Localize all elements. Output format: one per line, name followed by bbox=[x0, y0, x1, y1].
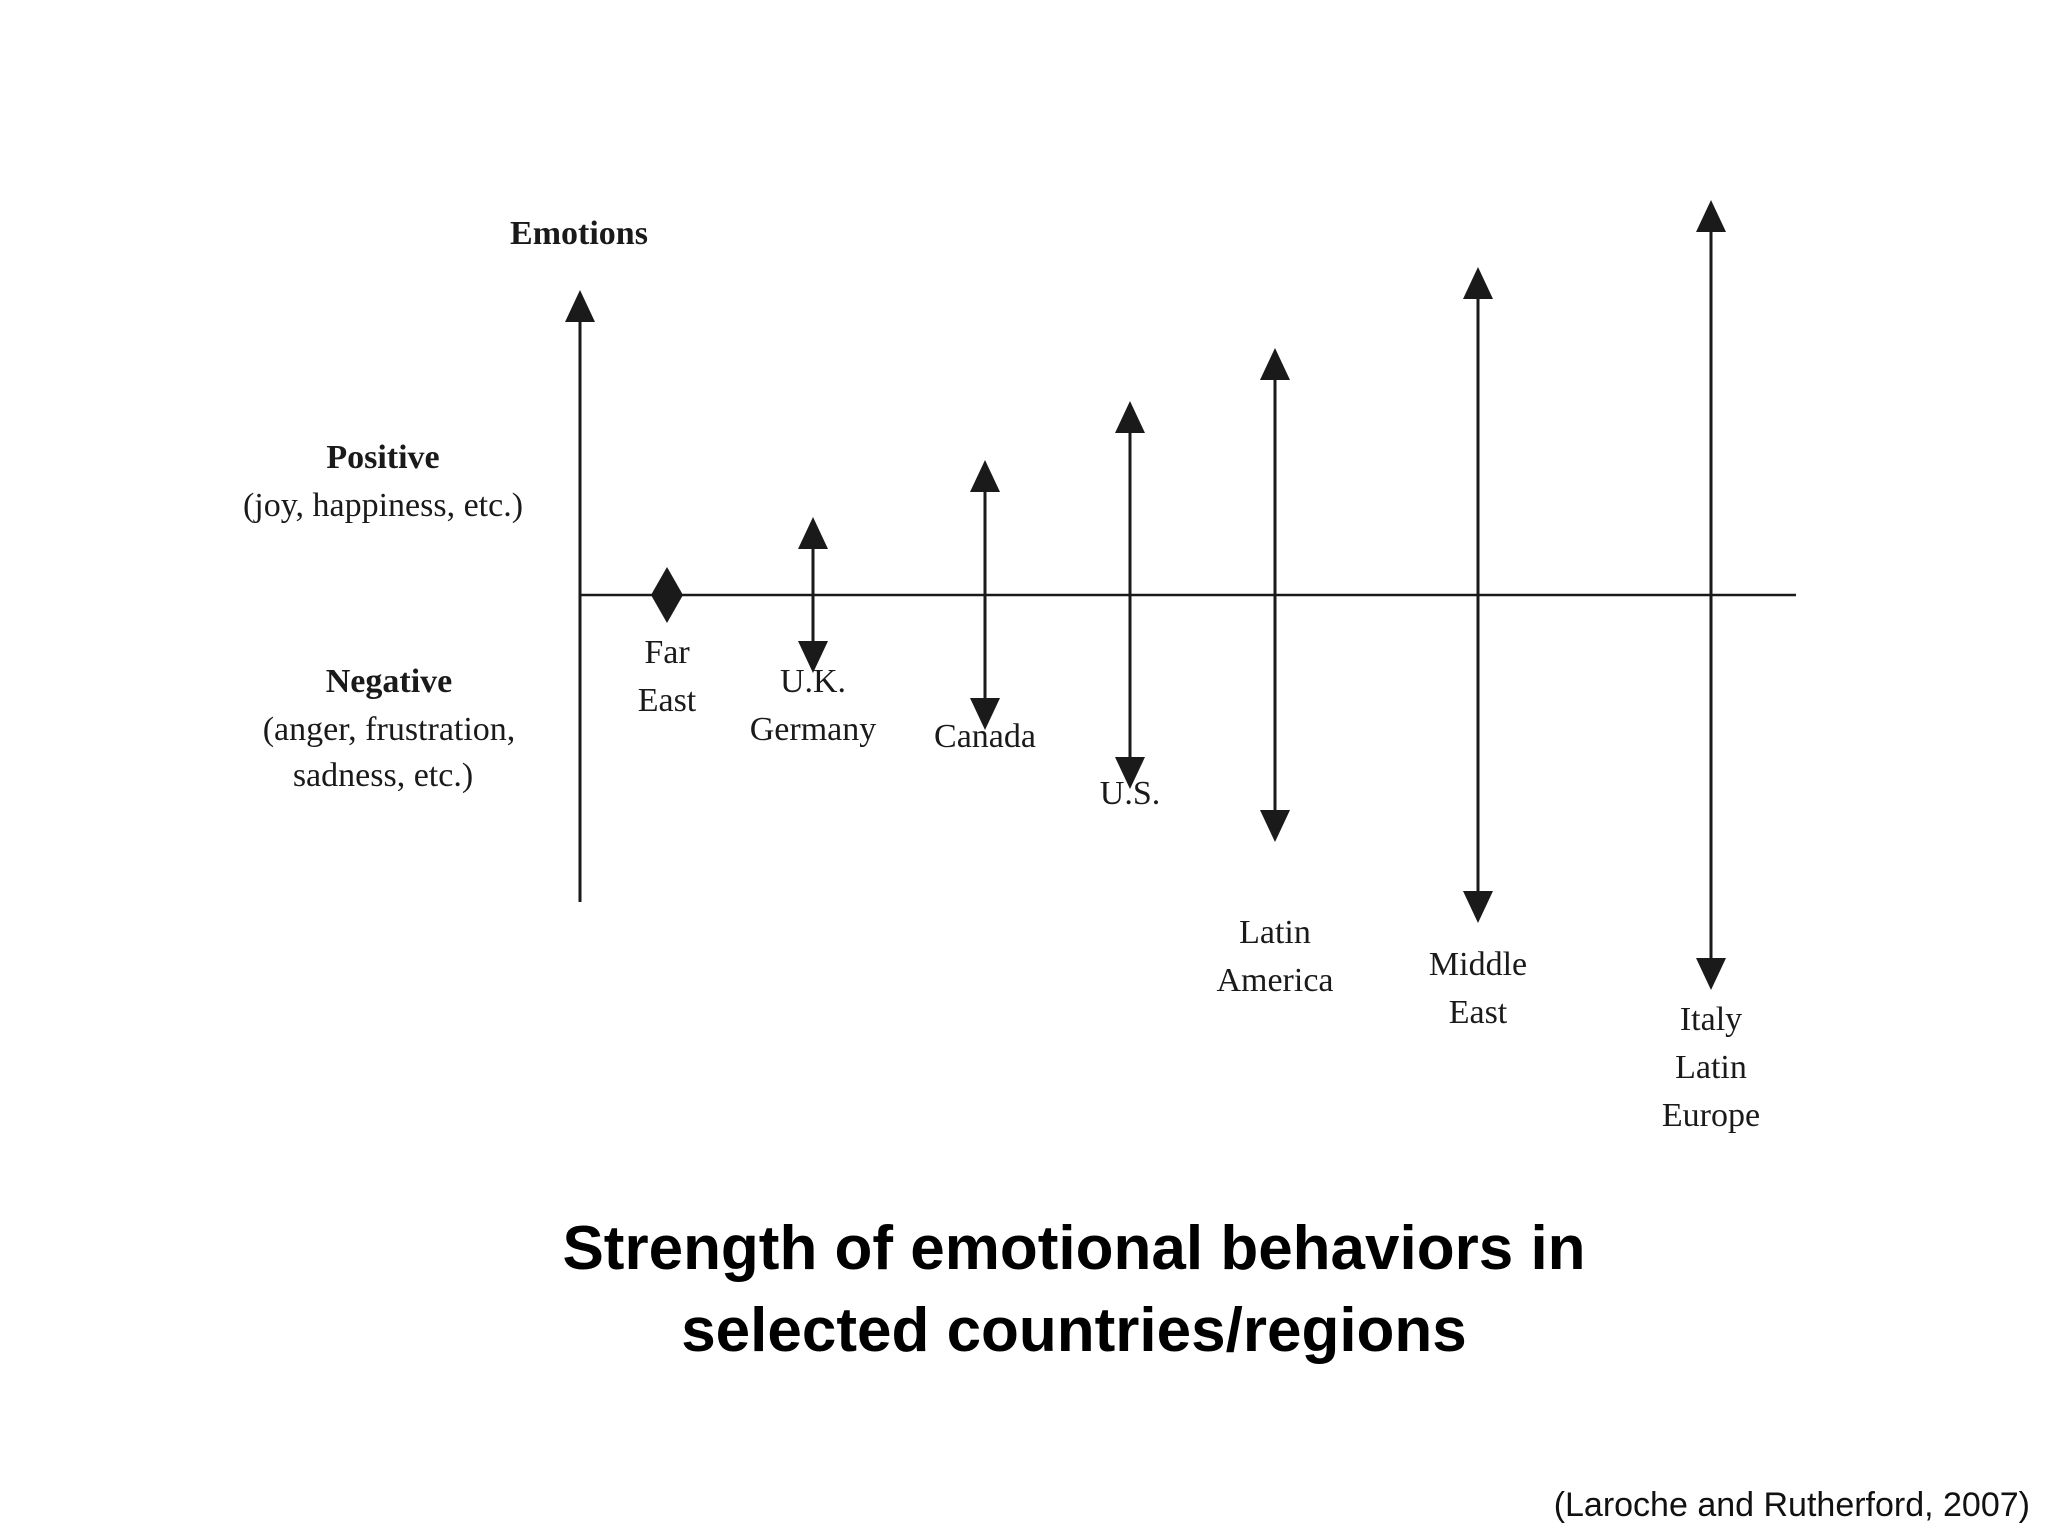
y-axis-title: Emotions bbox=[510, 215, 648, 252]
negative-examples-line: sadness, etc.) bbox=[293, 757, 473, 794]
emotion-strength-diagram: Emotions Positive (joy, happiness, etc.)… bbox=[243, 200, 1796, 1134]
negative-examples-line: (anger, frustration, bbox=[263, 711, 516, 748]
region-marker: U.K. Germany bbox=[750, 517, 877, 748]
region-label: Italy bbox=[1680, 1001, 1742, 1038]
diamond-marker bbox=[651, 567, 683, 623]
arrow-down-head bbox=[798, 641, 828, 673]
arrow-down-head bbox=[1260, 810, 1290, 842]
arrow-up-head bbox=[798, 517, 828, 549]
region-label: East bbox=[1449, 994, 1508, 1031]
region-label: Latin bbox=[1675, 1049, 1747, 1086]
region-marker: Far East bbox=[638, 567, 697, 719]
arrow-down-head bbox=[1115, 757, 1145, 789]
region-label: Germany bbox=[750, 711, 877, 748]
caption: Strength of emotional behaviors in selec… bbox=[424, 1208, 1724, 1372]
emotions-axis-arrowhead bbox=[565, 290, 595, 322]
region-marker: Canada bbox=[934, 460, 1036, 755]
region-label: East bbox=[638, 682, 697, 719]
region-marker: Middle East bbox=[1429, 267, 1527, 1031]
arrow-down-head bbox=[1696, 958, 1726, 990]
region-label: U.K. bbox=[780, 663, 846, 700]
region-label: U.S. bbox=[1100, 775, 1160, 812]
arrow-down-head bbox=[1463, 891, 1493, 923]
citation: (Laroche and Rutherford, 2007) bbox=[1553, 1486, 2030, 1524]
region-markers: Far East U.K. Germany Canada U.S. Latin America… bbox=[638, 200, 1760, 1134]
arrow-up-head bbox=[1696, 200, 1726, 232]
region-marker: Latin America bbox=[1216, 348, 1334, 999]
region-label: Europe bbox=[1662, 1097, 1760, 1134]
arrow-down-head bbox=[970, 698, 1000, 730]
region-label: Latin bbox=[1239, 914, 1311, 951]
region-label: Far bbox=[644, 634, 690, 671]
positive-label: Positive bbox=[326, 439, 439, 476]
region-label: America bbox=[1216, 962, 1333, 999]
region-marker: U.S. bbox=[1100, 401, 1160, 812]
arrow-up-head bbox=[1463, 267, 1493, 299]
region-label: Middle bbox=[1429, 946, 1527, 983]
arrow-up-head bbox=[1115, 401, 1145, 433]
region-label: Canada bbox=[934, 718, 1036, 755]
positive-examples: (joy, happiness, etc.) bbox=[243, 487, 523, 524]
caption-line: Strength of emotional behaviors in bbox=[562, 1214, 1586, 1283]
arrow-up-head bbox=[1260, 348, 1290, 380]
negative-label: Negative bbox=[326, 663, 453, 700]
caption-line: selected countries/regions bbox=[681, 1296, 1467, 1365]
region-marker: Italy Latin Europe bbox=[1662, 200, 1760, 1134]
arrow-up-head bbox=[970, 460, 1000, 492]
